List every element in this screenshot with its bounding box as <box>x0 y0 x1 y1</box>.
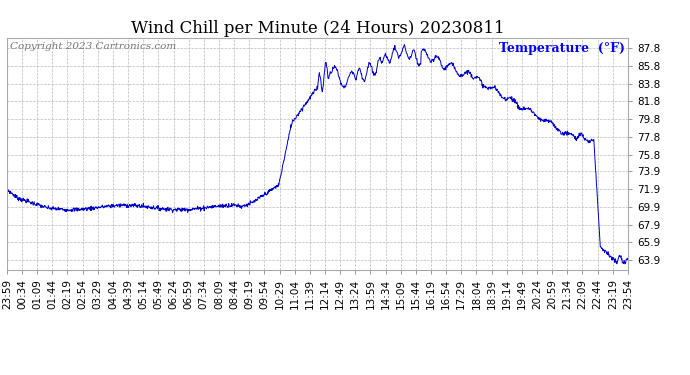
Title: Wind Chill per Minute (24 Hours) 20230811: Wind Chill per Minute (24 Hours) 2023081… <box>130 20 504 38</box>
Text: Temperature  (°F): Temperature (°F) <box>499 42 625 55</box>
Text: Copyright 2023 Cartronics.com: Copyright 2023 Cartronics.com <box>10 42 176 51</box>
